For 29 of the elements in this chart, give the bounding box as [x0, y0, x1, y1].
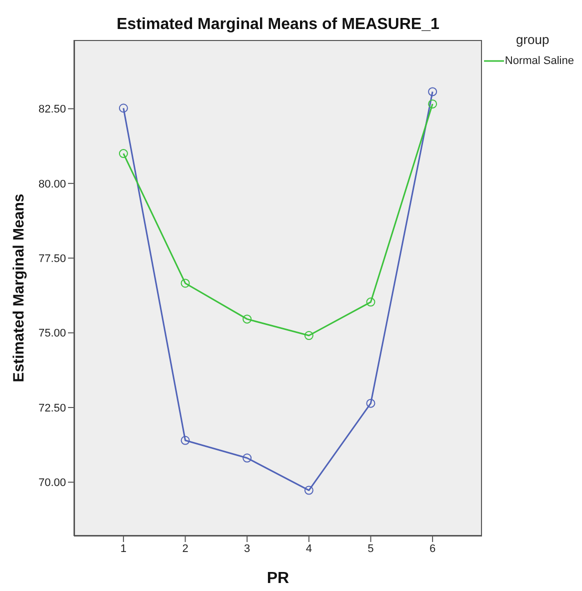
legend-title: group	[515, 32, 550, 47]
chart-title: Estimated Marginal Means of MEASURE_1	[116, 16, 440, 34]
y-tick-label: 70.00	[38, 477, 66, 490]
y-tick-label: 75.00	[38, 328, 66, 340]
point	[118, 149, 128, 158]
x-tick-label: 5	[368, 542, 374, 555]
point	[366, 398, 376, 408]
x-tick-label: 3	[244, 542, 250, 555]
point	[180, 278, 190, 288]
point	[428, 99, 438, 108]
y-tick-label: 80.00	[38, 178, 66, 190]
y-tick-label: 72.50	[38, 402, 66, 414]
y-axis-title: Estimated Marginal Means	[10, 194, 28, 382]
point	[242, 314, 252, 324]
x-tick-label: 4	[306, 542, 312, 555]
point	[304, 486, 314, 495]
y-tick-label: 77.50	[38, 253, 66, 266]
point	[428, 87, 438, 96]
legend-label: Normal Saline	[504, 55, 574, 67]
y-tick-label: 82.50	[38, 104, 66, 116]
point	[242, 454, 252, 463]
x-tick-label: 6	[429, 542, 436, 555]
point	[304, 331, 314, 340]
point	[118, 104, 128, 113]
point	[366, 298, 376, 307]
point	[180, 436, 190, 445]
x-axis-title: PR	[266, 570, 290, 587]
x-tick-label: 1	[120, 542, 127, 555]
x-tick-label: 2	[182, 542, 188, 555]
